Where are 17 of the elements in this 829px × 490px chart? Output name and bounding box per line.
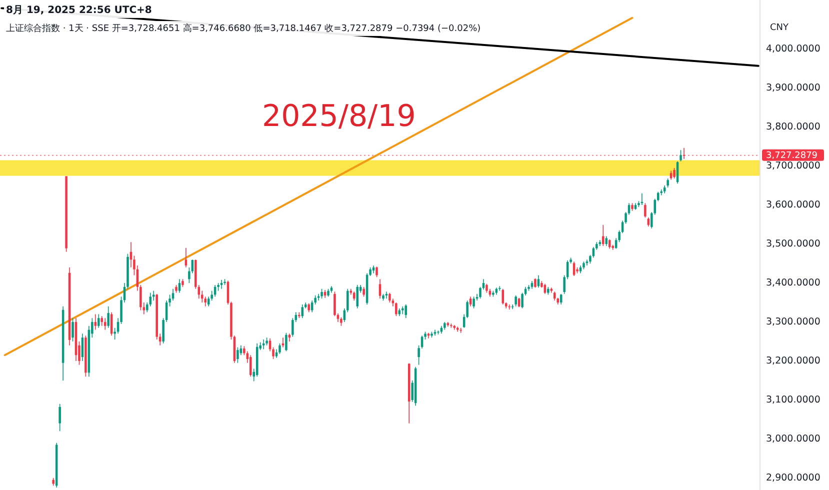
title: 8月 19, 2025 22:56 UTC+8 — [6, 5, 152, 16]
ytick: 3,300.0000 — [766, 316, 820, 328]
ref-label: 3,727.2879 — [766, 150, 818, 161]
annotation: 2025/8/19 — [262, 99, 416, 134]
ytick: 3,600.0000 — [766, 200, 820, 211]
ytick: 3,800.0000 — [766, 122, 820, 133]
ytick: 3,100.0000 — [766, 394, 820, 406]
ytick: 3,900.0000 — [766, 82, 820, 94]
subtitle: 上证综合指数 · 1天 · SSE 开=3,728.4651 高=3,746.6680 低=3,718.1467 收=3,727.2879 −0.7394 (−0.02%) — [6, 24, 481, 34]
ytick: 3,400.0000 — [766, 278, 820, 289]
ytick: 3,000.0000 — [766, 434, 820, 445]
ytick: 3,200.0000 — [766, 356, 820, 367]
ylabel: CNY — [770, 23, 789, 33]
ytick: 4,000.0000 — [766, 44, 820, 55]
ytick: 2,900.0000 — [766, 472, 820, 484]
ytick: 3,700.0000 — [766, 160, 820, 172]
ytick: 3,500.0000 — [766, 238, 820, 250]
